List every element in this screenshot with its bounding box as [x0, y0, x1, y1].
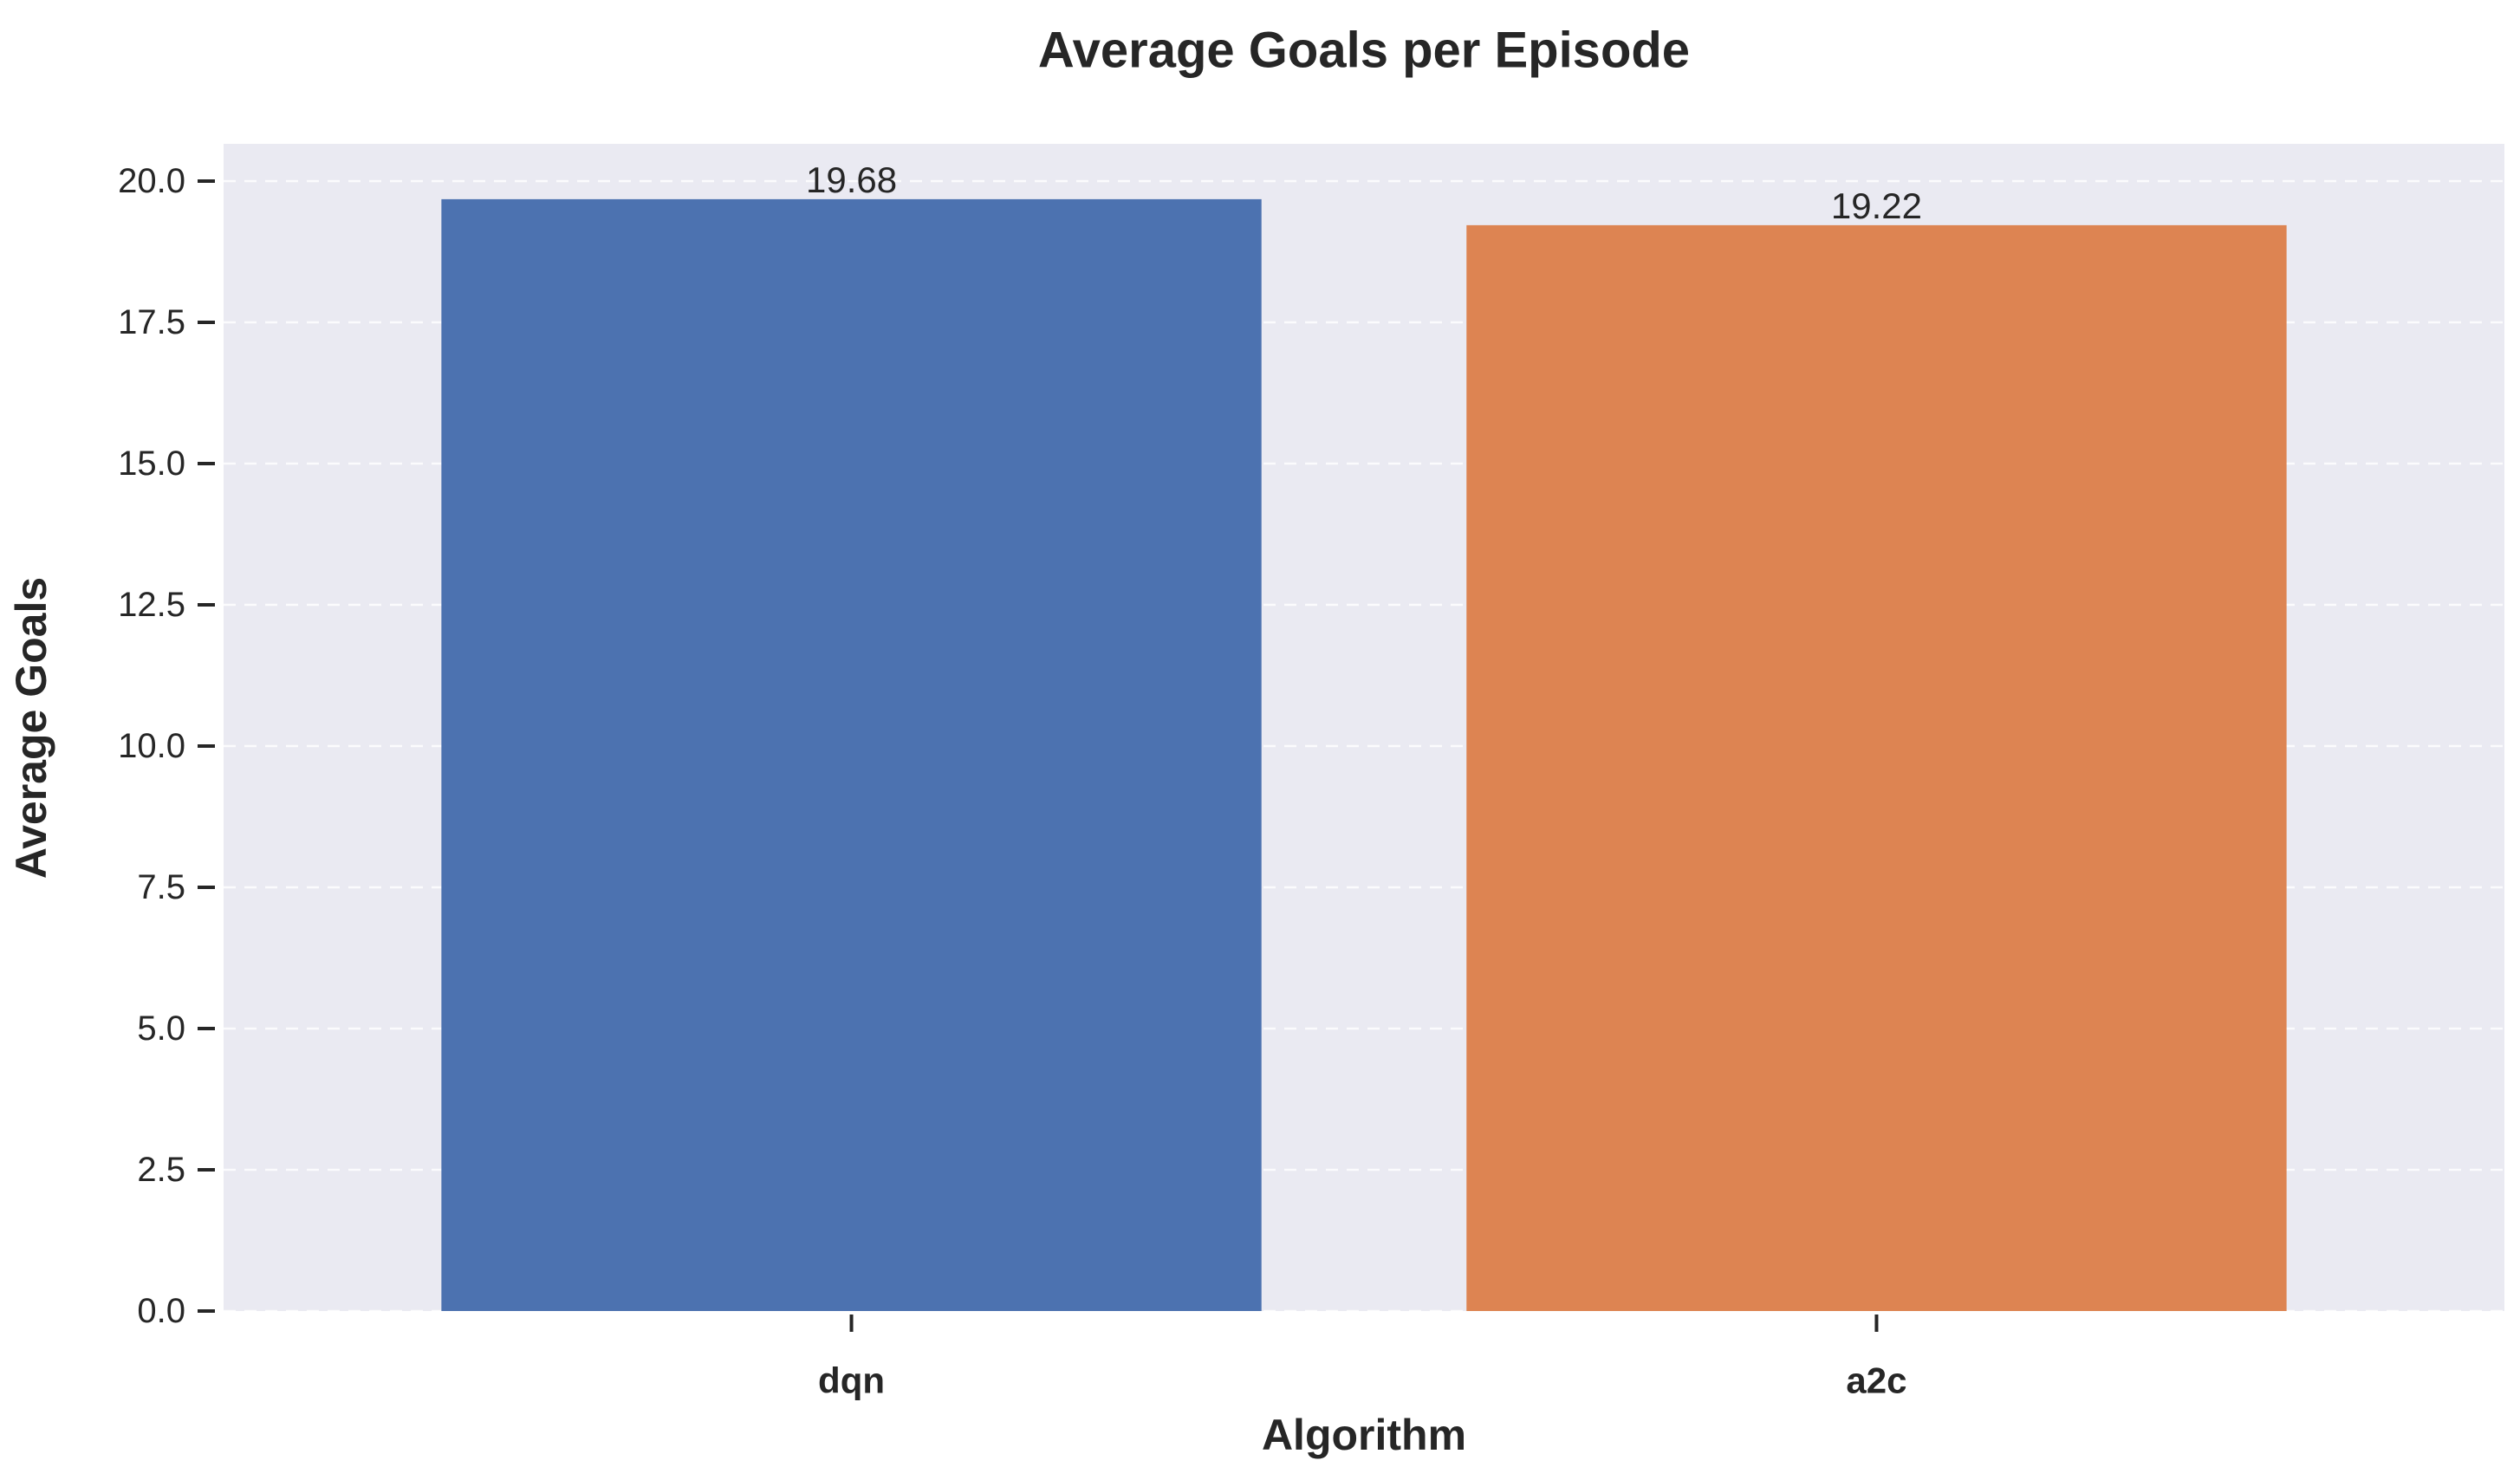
y-tick-label: 0.0: [137, 1292, 185, 1330]
data-label-a2c: 19.22: [1831, 185, 1922, 226]
y-axis-label: Average Goals: [7, 577, 55, 879]
y-tick-label: 15.0: [118, 445, 185, 483]
x-tick-label-dqn: dqn: [818, 1360, 885, 1401]
x-tick-label-a2c: a2c: [1846, 1360, 1906, 1401]
data-label-dqn: 19.68: [806, 159, 897, 200]
y-tick-label: 20.0: [118, 162, 185, 200]
bar-a2c: [1466, 224, 2287, 1312]
data-labels: 19.68 19.22: [806, 159, 1922, 226]
y-tick-label: 12.5: [118, 586, 185, 624]
y-tick-label: 2.5: [137, 1151, 185, 1189]
x-axis: dqn a2c: [818, 1314, 1906, 1401]
bars: [441, 198, 2287, 1312]
x-axis-label: Algorithm: [1262, 1411, 1466, 1459]
chart-title: Average Goals per Episode: [1038, 23, 1690, 79]
y-tick-label: 10.0: [118, 727, 185, 765]
bar-dqn: [441, 198, 1262, 1311]
y-tick-label: 17.5: [118, 303, 185, 341]
y-tick-label: 7.5: [137, 868, 185, 906]
y-tick-label: 5.0: [137, 1009, 185, 1048]
y-axis: 0.0 2.5 5.0 7.5 10.0 12.5 15.0 17.5 20.0: [118, 162, 215, 1330]
